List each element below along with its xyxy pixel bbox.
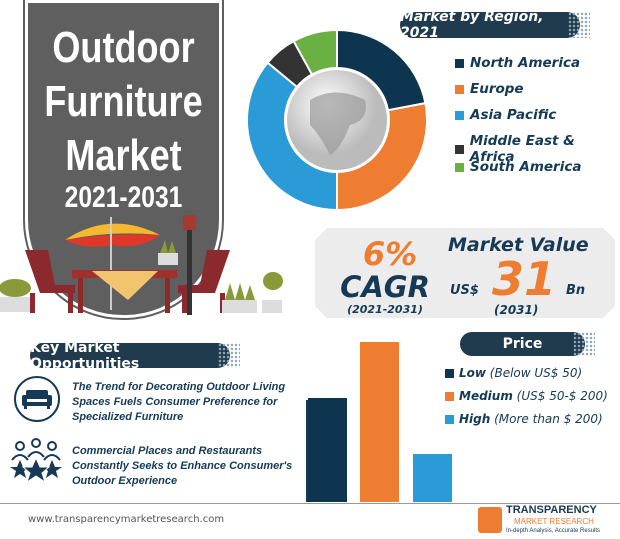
logo-text-1: TRANSPARENCY (506, 504, 597, 516)
legend-label: North America (470, 55, 581, 71)
logo-tagline: In-depth Analysis, Accurate Results (506, 528, 601, 534)
legend-swatch (455, 162, 464, 172)
title-panel (23, 0, 224, 320)
opportunity-text-2: Commercial Places and Restaurants Consta… (72, 445, 293, 487)
pixel-dots-decoration (568, 12, 590, 38)
price-bar-2 (413, 454, 452, 502)
cagr-box (315, 228, 615, 318)
pixel-dots-decoration (573, 332, 595, 356)
title-line-1: Outdoor (52, 23, 195, 72)
legend-label: Middle East & Africa (469, 133, 575, 165)
legend-swatch (455, 84, 464, 94)
cagr-period: (2021-2031) (347, 303, 423, 316)
cagr-value: 6% (362, 235, 418, 273)
legend-label: Asia Pacific (470, 107, 557, 123)
legend-swatch (455, 110, 464, 120)
price-heading-text: Price (502, 336, 543, 352)
pixel-dots-decoration (218, 343, 240, 368)
legend-swatch (445, 414, 454, 424)
donut-slice-europe (336, 101, 428, 212)
legend-item: Middle East & Africa (455, 133, 620, 165)
legend-label: Europe (470, 81, 524, 97)
title-line-3: Market (65, 131, 182, 180)
price-legend-label: High (More than $ 200) (459, 412, 603, 426)
legend-item: Asia Pacific (455, 107, 556, 123)
price-legend-item: Medium (US$ 50-$ 200) (445, 389, 608, 403)
donut-slice-asia-pacific (246, 61, 338, 212)
cagr-label: CAGR (340, 270, 430, 304)
market-value-year: (2031) (494, 303, 539, 317)
legend-item: North America (455, 55, 580, 71)
website-url[interactable]: www.transparencymarketresearch.com (28, 514, 225, 525)
region-heading: Market by Region, 2021 (400, 9, 590, 41)
price-heading: Price (460, 332, 595, 356)
logo-text-2: MARKET RESEARCH (514, 517, 594, 526)
price-bar-1 (360, 342, 399, 502)
opportunities-heading: Key Market Opportunities (30, 340, 240, 372)
legend-swatch (455, 58, 464, 68)
logo-mark (478, 507, 502, 533)
price-legend-item: Low (Below US$ 50) (445, 366, 582, 380)
donut-slice-south-america (292, 28, 338, 76)
divider-horizontal (0, 503, 620, 504)
legend-label: South America (470, 159, 582, 175)
market-value-number: 31 (492, 252, 557, 306)
market-value-currency: US$ (450, 283, 479, 298)
region-heading-text: Market by Region, 2021 (400, 9, 544, 41)
people-stars-icon (10, 438, 62, 484)
region-donut-chart (246, 28, 428, 212)
legend-swatch (445, 391, 454, 401)
legend-item: Europe (455, 81, 524, 97)
legend-swatch (445, 368, 454, 378)
divider-vertical (306, 400, 308, 502)
title-years: 2021-2031 (64, 181, 183, 214)
price-bar-chart (308, 342, 452, 502)
legend-item: South America (455, 159, 581, 175)
price-legend-label: Low (Below US$ 50) (459, 366, 583, 380)
price-bar-0 (308, 398, 347, 502)
price-legend-label: Medium (US$ 50-$ 200) (459, 389, 608, 403)
patio-illustration (0, 215, 283, 315)
price-legend-item: High (More than $ 200) (445, 412, 603, 426)
market-value-heading: Market Value (448, 234, 589, 256)
sofa-icon (14, 376, 60, 422)
market-value-unit: Bn (566, 283, 586, 298)
opportunity-text-1: The Trend for Decorating Outdoor Living … (72, 381, 286, 423)
opportunities-heading-text: Key Market Opportunities (30, 339, 140, 372)
title-line-2: Furniture (44, 77, 203, 126)
legend-swatch (455, 144, 464, 154)
